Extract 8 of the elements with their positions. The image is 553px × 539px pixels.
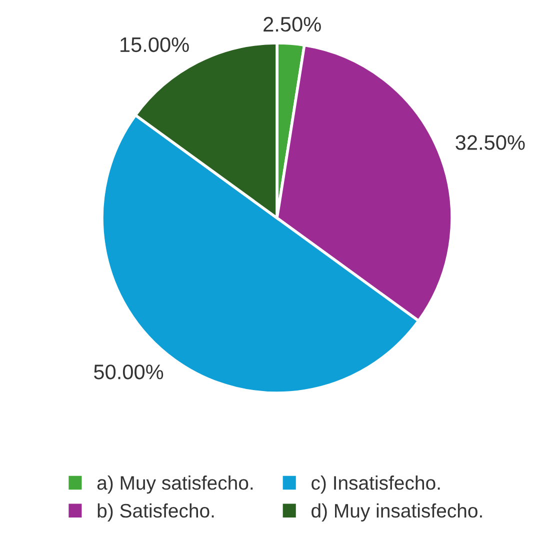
legend-label: c) Insatisfecho. (312, 476, 440, 494)
legend-label: d) Muy insatisfecho. (312, 503, 482, 522)
data-label: 2.50% (264, 16, 321, 32)
data-label: 32.50% (456, 135, 525, 150)
legend-label: b) Satisfecho. (98, 503, 214, 522)
legend-label: a) Muy satisfecho. (97, 476, 253, 494)
data-label: 50.00% (94, 364, 164, 380)
data-label: 15.00% (120, 37, 189, 52)
